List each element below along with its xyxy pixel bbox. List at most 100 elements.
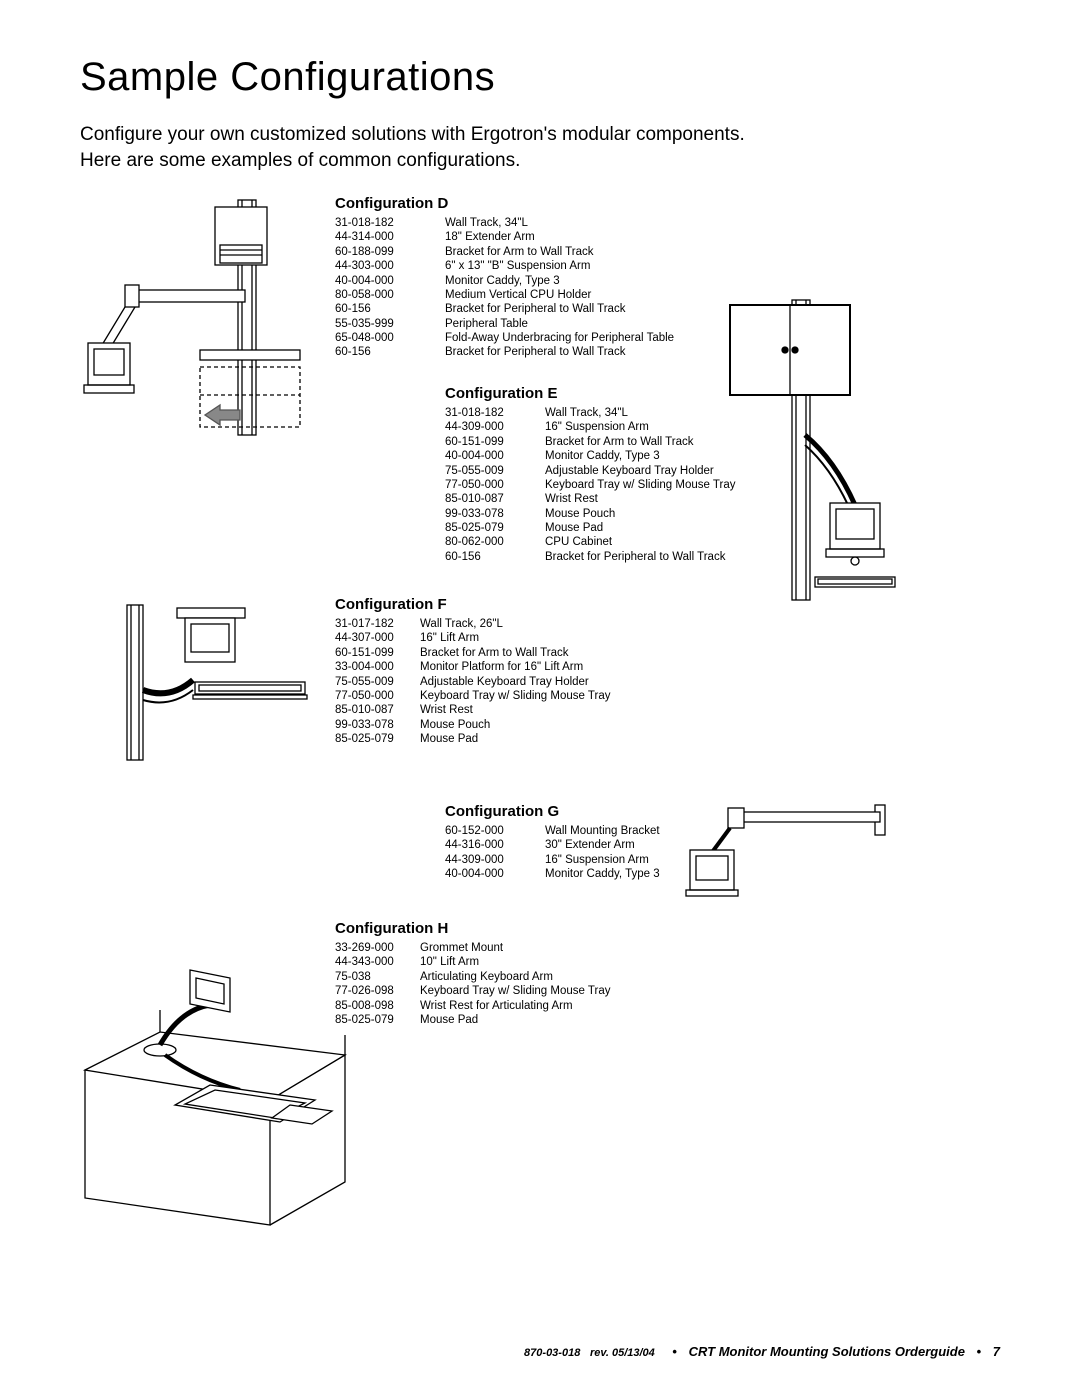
- part-desc: Mouse Pouch: [545, 507, 735, 521]
- part-number: 44-309-000: [445, 420, 545, 434]
- part-number: 60-151-099: [445, 435, 545, 449]
- part-number: 85-010-087: [335, 703, 420, 717]
- config-e-parts: 31-018-182Wall Track, 34"L44-309-00016" …: [445, 406, 735, 564]
- part-desc: Articulating Keyboard Arm: [420, 970, 610, 984]
- part-row: 80-062-000CPU Cabinet: [445, 535, 735, 549]
- part-desc: Adjustable Keyboard Tray Holder: [420, 675, 610, 689]
- part-row: 77-050-000Keyboard Tray w/ Sliding Mouse…: [445, 478, 735, 492]
- part-row: 85-025-079Mouse Pad: [445, 521, 735, 535]
- part-row: 60-188-099Bracket for Arm to Wall Track: [335, 245, 674, 259]
- part-row: 77-026-098Keyboard Tray w/ Sliding Mouse…: [335, 984, 610, 998]
- part-row: 60-156Bracket for Peripheral to Wall Tra…: [335, 345, 674, 359]
- part-number: 75-038: [335, 970, 420, 984]
- part-number: 99-033-078: [335, 718, 420, 732]
- part-row: 44-309-00016" Suspension Arm: [445, 420, 735, 434]
- part-number: 99-033-078: [445, 507, 545, 521]
- part-row: 44-316-00030" Extender Arm: [445, 838, 660, 852]
- part-row: 80-058-000Medium Vertical CPU Holder: [335, 288, 674, 302]
- part-row: 55-035-999Peripheral Table: [335, 317, 674, 331]
- intro-text: Configure your own customized solutions …: [80, 122, 1000, 173]
- part-row: 33-004-000Monitor Platform for 16" Lift …: [335, 660, 610, 674]
- page-footer: 870-03-018 rev. 05/13/04 • CRT Monitor M…: [524, 1344, 1000, 1359]
- footer-bullet-2: •: [977, 1344, 982, 1359]
- part-desc: CPU Cabinet: [545, 535, 735, 549]
- part-row: 44-303-0006" x 13" "B" Suspension Arm: [335, 259, 674, 273]
- part-desc: Monitor Caddy, Type 3: [545, 867, 660, 881]
- part-desc: 30" Extender Arm: [545, 838, 660, 852]
- part-desc: Keyboard Tray w/ Sliding Mouse Tray: [420, 689, 610, 703]
- part-number: 77-026-098: [335, 984, 420, 998]
- part-number: 33-004-000: [335, 660, 420, 674]
- part-number: 85-025-079: [445, 521, 545, 535]
- part-desc: Monitor Caddy, Type 3: [445, 274, 674, 288]
- part-number: 31-017-182: [335, 617, 420, 631]
- footer-page: 7: [993, 1344, 1000, 1359]
- part-number: 65-048-000: [335, 331, 445, 345]
- config-g-block: Configuration G 60-152-000Wall Mounting …: [445, 803, 660, 882]
- part-desc: 16" Suspension Arm: [545, 853, 660, 867]
- part-desc: Adjustable Keyboard Tray Holder: [545, 464, 735, 478]
- part-number: 44-316-000: [445, 838, 545, 852]
- part-row: 85-010-087Wrist Rest: [335, 703, 610, 717]
- part-desc: Bracket for Peripheral to Wall Track: [445, 345, 674, 359]
- config-d-title: Configuration D: [335, 195, 674, 212]
- part-row: 99-033-078Mouse Pouch: [445, 507, 735, 521]
- config-g-parts: 60-152-000Wall Mounting Bracket44-316-00…: [445, 824, 660, 882]
- illustration-config-g: [680, 800, 890, 900]
- part-desc: Wrist Rest: [420, 703, 610, 717]
- config-h-parts: 33-269-000Grommet Mount44-343-00010" Lif…: [335, 941, 610, 1027]
- part-desc: Peripheral Table: [445, 317, 674, 331]
- part-number: 85-025-079: [335, 732, 420, 746]
- part-desc: 6" x 13" "B" Suspension Arm: [445, 259, 674, 273]
- part-number: 40-004-000: [445, 867, 545, 881]
- part-desc: Wall Track, 26"L: [420, 617, 610, 631]
- part-row: 44-309-00016" Suspension Arm: [445, 853, 660, 867]
- config-d-parts: 31-018-182Wall Track, 34"L44-314-00018" …: [335, 216, 674, 360]
- part-number: 85-010-087: [445, 492, 545, 506]
- part-number: 77-050-000: [445, 478, 545, 492]
- part-desc: Wall Track, 34"L: [545, 406, 735, 420]
- part-row: 60-151-099Bracket for Arm to Wall Track: [335, 646, 610, 660]
- part-row: 65-048-000Fold-Away Underbracing for Per…: [335, 331, 674, 345]
- part-desc: Bracket for Arm to Wall Track: [545, 435, 735, 449]
- part-desc: 16" Lift Arm: [420, 631, 610, 645]
- part-row: 40-004-000Monitor Caddy, Type 3: [445, 449, 735, 463]
- config-g-title: Configuration G: [445, 803, 660, 820]
- part-desc: Grommet Mount: [420, 941, 610, 955]
- part-row: 60-156Bracket for Peripheral to Wall Tra…: [335, 302, 674, 316]
- part-desc: Mouse Pad: [420, 732, 610, 746]
- part-number: 60-156: [335, 302, 445, 316]
- intro-line2: Here are some examples of common configu…: [80, 150, 520, 171]
- part-number: 85-025-079: [335, 1013, 420, 1027]
- part-row: 85-025-079Mouse Pad: [335, 732, 610, 746]
- part-number: 44-309-000: [445, 853, 545, 867]
- footer-bullet-1: •: [672, 1344, 677, 1359]
- part-number: 60-156: [335, 345, 445, 359]
- part-number: 75-055-009: [335, 675, 420, 689]
- config-f-title: Configuration F: [335, 596, 610, 613]
- part-number: 80-058-000: [335, 288, 445, 302]
- part-row: 60-156Bracket for Peripheral to Wall Tra…: [445, 550, 735, 564]
- part-row: 44-314-00018" Extender Arm: [335, 230, 674, 244]
- part-number: 75-055-009: [445, 464, 545, 478]
- config-h-title: Configuration H: [335, 920, 610, 937]
- part-number: 60-188-099: [335, 245, 445, 259]
- part-desc: Mouse Pad: [420, 1013, 610, 1027]
- intro-line1: Configure your own customized solutions …: [80, 124, 745, 145]
- illustration-config-h: [80, 950, 360, 1230]
- part-desc: 10" Lift Arm: [420, 955, 610, 969]
- part-row: 99-033-078Mouse Pouch: [335, 718, 610, 732]
- part-number: 44-303-000: [335, 259, 445, 273]
- part-number: 31-018-182: [445, 406, 545, 420]
- part-number: 60-156: [445, 550, 545, 564]
- part-row: 31-018-182Wall Track, 34"L: [335, 216, 674, 230]
- config-h-block: Configuration H 33-269-000Grommet Mount4…: [335, 920, 610, 1027]
- footer-docnum: 870-03-018: [524, 1347, 580, 1359]
- part-desc: Keyboard Tray w/ Sliding Mouse Tray: [420, 984, 610, 998]
- config-f-parts: 31-017-182Wall Track, 26"L44-307-00016" …: [335, 617, 610, 746]
- part-desc: Bracket for Arm to Wall Track: [420, 646, 610, 660]
- part-row: 75-038Articulating Keyboard Arm: [335, 970, 610, 984]
- part-desc: Monitor Caddy, Type 3: [545, 449, 735, 463]
- part-number: 77-050-000: [335, 689, 420, 703]
- part-number: 80-062-000: [445, 535, 545, 549]
